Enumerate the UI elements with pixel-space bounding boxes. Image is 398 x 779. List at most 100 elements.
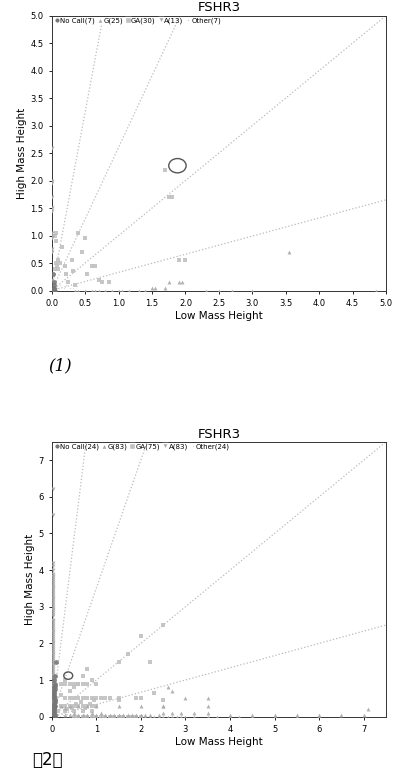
Point bbox=[75, 710, 82, 723]
Point bbox=[49, 663, 56, 675]
Point bbox=[49, 509, 56, 521]
Point bbox=[71, 707, 77, 719]
Title: FSHR3: FSHR3 bbox=[197, 428, 240, 441]
Point bbox=[57, 700, 64, 712]
Point bbox=[49, 597, 56, 609]
Point bbox=[164, 681, 171, 693]
Point bbox=[49, 648, 56, 661]
Point bbox=[149, 281, 155, 294]
Point bbox=[49, 177, 55, 189]
Point bbox=[75, 710, 82, 723]
Point bbox=[75, 678, 82, 690]
Point bbox=[63, 279, 70, 291]
Point bbox=[93, 692, 100, 704]
Point bbox=[142, 710, 148, 723]
Point bbox=[249, 710, 256, 723]
Point bbox=[83, 268, 90, 280]
Point bbox=[115, 700, 122, 712]
Point bbox=[68, 701, 75, 714]
Point bbox=[229, 284, 236, 297]
Point bbox=[49, 232, 55, 245]
Point bbox=[52, 284, 58, 297]
Point bbox=[55, 263, 62, 275]
Point bbox=[109, 284, 115, 297]
Point bbox=[62, 709, 68, 721]
Point bbox=[49, 639, 56, 651]
Point bbox=[49, 633, 56, 646]
Point bbox=[52, 683, 58, 696]
Point bbox=[111, 710, 117, 723]
Point bbox=[156, 710, 162, 723]
Point bbox=[49, 560, 56, 573]
Legend: No Call(24), G(83), GA(75), A(83), Other(24): No Call(24), G(83), GA(75), A(83), Other… bbox=[53, 443, 231, 451]
Point bbox=[53, 692, 59, 704]
Point bbox=[50, 284, 56, 297]
Point bbox=[52, 678, 59, 690]
Point bbox=[120, 710, 126, 723]
Point bbox=[51, 700, 57, 712]
Point bbox=[75, 227, 82, 239]
Point bbox=[49, 683, 56, 696]
Point bbox=[151, 710, 158, 723]
Point bbox=[49, 626, 56, 639]
Point bbox=[111, 709, 117, 721]
Point bbox=[138, 629, 144, 642]
Y-axis label: High Mass Height: High Mass Height bbox=[25, 534, 35, 625]
Point bbox=[75, 700, 82, 712]
Point bbox=[49, 657, 56, 670]
Point bbox=[62, 701, 68, 714]
Point bbox=[62, 692, 68, 704]
Point bbox=[227, 709, 233, 721]
Point bbox=[96, 273, 102, 286]
Point bbox=[93, 710, 100, 723]
Point bbox=[72, 708, 78, 721]
Point bbox=[52, 229, 58, 241]
Point bbox=[111, 710, 117, 723]
Point bbox=[49, 273, 55, 286]
Point bbox=[49, 605, 56, 617]
Point bbox=[53, 655, 59, 668]
Point bbox=[115, 655, 122, 668]
Point bbox=[75, 700, 82, 712]
Point bbox=[49, 205, 55, 217]
Point bbox=[53, 257, 59, 270]
Point bbox=[146, 710, 153, 723]
Point bbox=[51, 689, 57, 701]
Point bbox=[51, 692, 57, 704]
Point bbox=[84, 710, 91, 723]
Point bbox=[51, 681, 57, 693]
Point bbox=[89, 707, 95, 719]
Point bbox=[49, 576, 56, 589]
Point bbox=[49, 655, 56, 668]
Point bbox=[49, 707, 56, 719]
Point bbox=[49, 705, 56, 717]
Point bbox=[93, 709, 100, 721]
Point bbox=[361, 709, 367, 721]
Point bbox=[52, 263, 58, 275]
Point bbox=[51, 276, 58, 288]
Point bbox=[162, 164, 169, 176]
Point bbox=[49, 678, 56, 690]
Point bbox=[105, 276, 112, 288]
Point bbox=[49, 694, 56, 707]
Point bbox=[179, 276, 185, 288]
Point bbox=[49, 689, 56, 701]
Point bbox=[49, 617, 56, 629]
Point bbox=[49, 556, 56, 569]
Point bbox=[49, 672, 56, 685]
Point bbox=[49, 703, 56, 716]
Point bbox=[78, 696, 84, 708]
Point bbox=[91, 694, 97, 707]
Point bbox=[146, 709, 153, 721]
Point bbox=[49, 610, 56, 622]
Point bbox=[75, 678, 82, 690]
Point bbox=[102, 710, 108, 723]
Point bbox=[66, 709, 73, 721]
Point bbox=[49, 622, 56, 635]
Point bbox=[99, 276, 105, 288]
Point bbox=[84, 700, 91, 712]
Point bbox=[57, 678, 64, 690]
Point bbox=[138, 710, 144, 723]
Point bbox=[49, 606, 56, 619]
Point bbox=[249, 709, 256, 721]
